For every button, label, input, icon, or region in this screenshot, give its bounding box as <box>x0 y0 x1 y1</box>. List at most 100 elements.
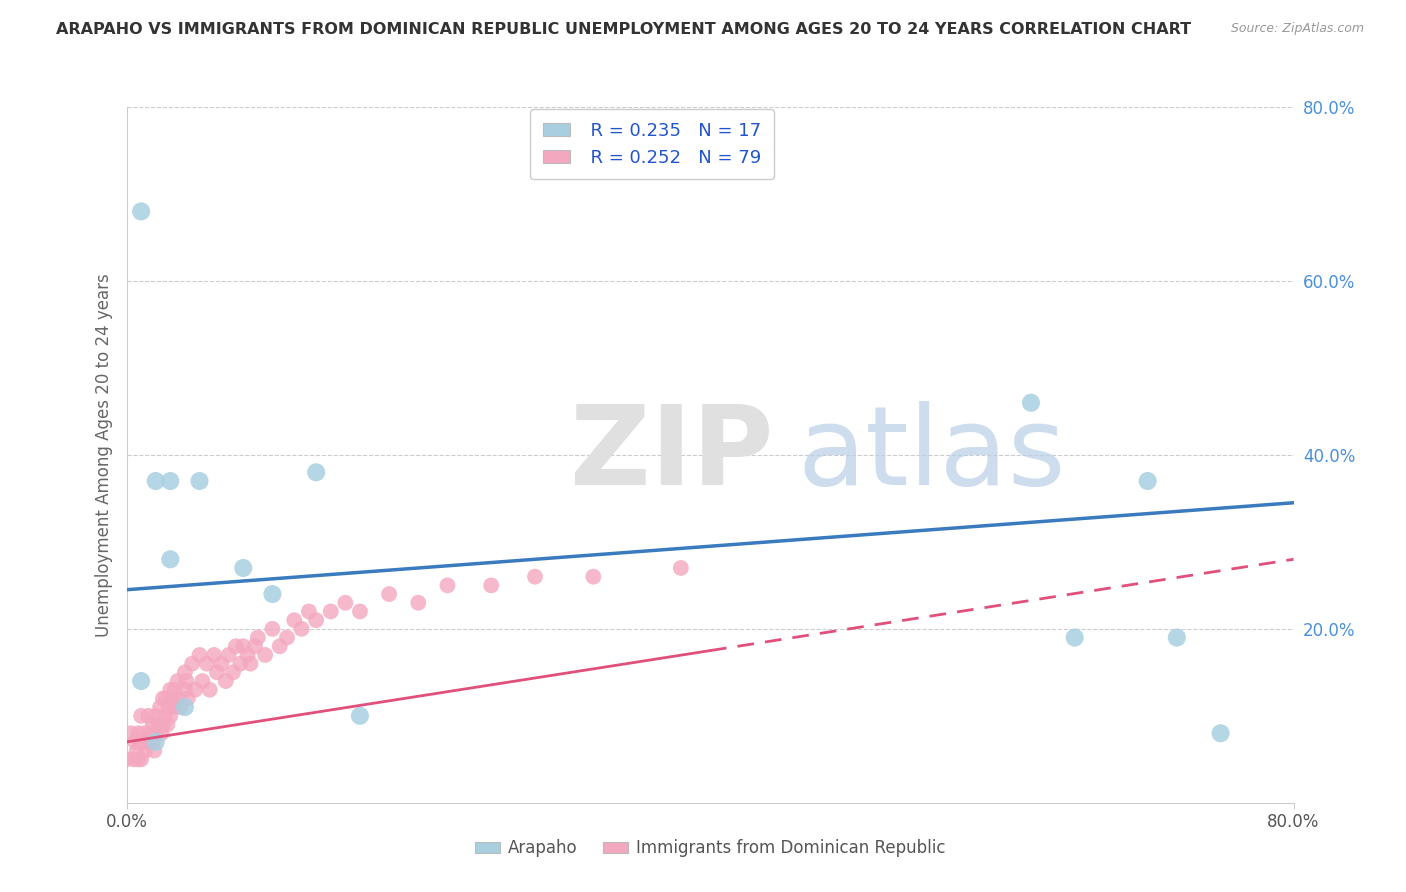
Point <box>139 726 162 740</box>
Point <box>127 726 149 740</box>
Point <box>349 605 371 619</box>
Point <box>436 578 458 592</box>
Point <box>319 605 342 619</box>
Point <box>290 622 312 636</box>
Point <box>115 752 138 766</box>
Text: Source: ZipAtlas.com: Source: ZipAtlas.com <box>1230 22 1364 36</box>
Point <box>169 700 191 714</box>
Point <box>205 665 228 680</box>
Point <box>153 708 176 723</box>
Point <box>225 639 247 653</box>
Point <box>159 708 181 723</box>
Point <box>138 708 160 723</box>
Point <box>129 708 152 723</box>
Point <box>125 744 148 758</box>
Point <box>229 657 252 671</box>
Point <box>283 613 305 627</box>
Point <box>157 700 180 714</box>
Point <box>479 578 502 592</box>
Point <box>582 570 605 584</box>
Point <box>129 204 152 219</box>
Point <box>159 474 181 488</box>
Point <box>160 691 183 706</box>
Point <box>184 682 207 697</box>
Point <box>305 613 328 627</box>
Point <box>378 587 401 601</box>
Point <box>145 708 167 723</box>
Point <box>524 570 547 584</box>
Point <box>142 735 165 749</box>
Point <box>218 648 240 662</box>
Point <box>198 682 221 697</box>
Point <box>150 726 173 740</box>
Text: ARAPAHO VS IMMIGRANTS FROM DOMINICAN REPUBLIC UNEMPLOYMENT AMONG AGES 20 TO 24 Y: ARAPAHO VS IMMIGRANTS FROM DOMINICAN REP… <box>56 22 1191 37</box>
Point <box>145 474 167 488</box>
Point <box>174 682 197 697</box>
Point <box>408 596 430 610</box>
Point <box>215 674 238 689</box>
Point <box>222 665 245 680</box>
Point <box>145 726 167 740</box>
Point <box>349 708 371 723</box>
Point <box>134 744 156 758</box>
Legend: Arapaho, Immigrants from Dominican Republic: Arapaho, Immigrants from Dominican Repub… <box>468 833 952 864</box>
Point <box>191 674 214 689</box>
Point <box>159 552 181 566</box>
Point <box>149 700 172 714</box>
Point <box>262 622 284 636</box>
Point <box>177 691 200 706</box>
Point <box>163 682 186 697</box>
Point <box>143 744 166 758</box>
Point <box>155 691 177 706</box>
Point <box>669 561 692 575</box>
Point <box>122 752 145 766</box>
Point <box>166 674 188 689</box>
Point <box>276 631 298 645</box>
Point <box>335 596 357 610</box>
Point <box>156 717 179 731</box>
Point <box>142 717 165 731</box>
Point <box>209 657 232 671</box>
Point <box>232 639 254 653</box>
Text: ZIP: ZIP <box>569 401 773 508</box>
Point <box>243 639 266 653</box>
Point <box>236 648 259 662</box>
Point <box>129 674 152 689</box>
Point <box>162 700 184 714</box>
Point <box>305 466 328 480</box>
Point <box>269 639 291 653</box>
Point <box>1209 726 1232 740</box>
Point <box>195 657 218 671</box>
Point <box>127 752 149 766</box>
Point <box>176 674 198 689</box>
Point <box>1063 631 1085 645</box>
Point <box>188 474 211 488</box>
Point <box>129 752 152 766</box>
Point <box>152 717 174 731</box>
Point <box>167 691 190 706</box>
Point <box>132 726 155 740</box>
Point <box>1019 396 1042 410</box>
Point <box>124 735 146 749</box>
Point <box>159 682 181 697</box>
Point <box>298 605 321 619</box>
Point <box>202 648 225 662</box>
Point <box>254 648 277 662</box>
Text: atlas: atlas <box>797 401 1066 508</box>
Point <box>129 735 152 749</box>
Point <box>181 657 204 671</box>
Point <box>138 735 160 749</box>
Y-axis label: Unemployment Among Ages 20 to 24 years: Unemployment Among Ages 20 to 24 years <box>94 273 112 637</box>
Point <box>239 657 262 671</box>
Point <box>174 665 197 680</box>
Point <box>145 735 167 749</box>
Point <box>232 561 254 575</box>
Point <box>1136 474 1159 488</box>
Point <box>120 726 142 740</box>
Point <box>262 587 284 601</box>
Point <box>128 735 150 749</box>
Point <box>246 631 269 645</box>
Point <box>1166 631 1188 645</box>
Point <box>188 648 211 662</box>
Point <box>152 691 174 706</box>
